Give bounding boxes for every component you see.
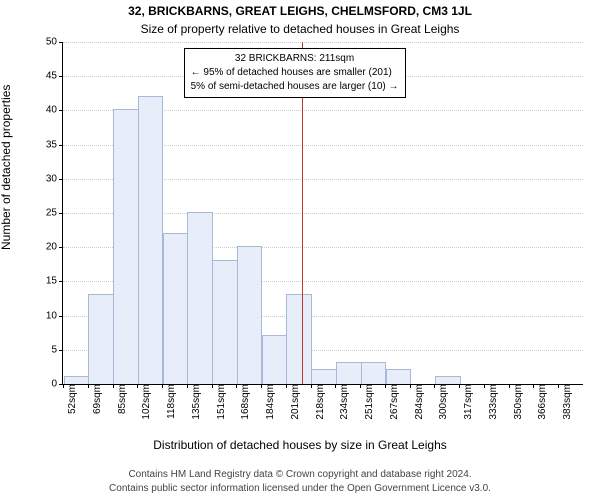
histogram-bar [386,369,412,384]
x-tick-label: 333sqm [488,384,499,420]
x-tick-label: 135sqm [191,384,202,420]
y-tick-label: 15 [46,276,57,287]
x-tick-mark [286,384,287,388]
y-tick-label: 45 [46,71,57,82]
x-axis-label: Distribution of detached houses by size … [0,438,600,452]
y-tick-label: 30 [46,173,57,184]
page-title-address: 32, BRICKBARNS, GREAT LEIGHS, CHELMSFORD… [0,4,600,18]
x-tick-mark [335,384,336,388]
x-tick-label: 218sqm [315,384,326,420]
histogram-bar [163,233,189,384]
y-tick-mark [59,247,63,248]
histogram-bar [237,246,263,384]
annotation-line-1: 32 BRICKBARNS: 211sqm [191,52,399,66]
y-tick-mark [59,213,63,214]
y-tick-mark [59,350,63,351]
x-tick-label: 52sqm [67,384,78,414]
x-tick-mark [187,384,188,388]
x-tick-mark [558,384,559,388]
y-axis-label: Number of detached properties [0,85,13,250]
x-tick-mark [385,384,386,388]
x-tick-label: 366sqm [537,384,548,420]
y-tick-label: 0 [51,379,57,390]
histogram-bar [187,212,213,384]
x-tick-label: 201sqm [290,384,301,420]
x-tick-label: 234sqm [339,384,350,420]
x-tick-mark [360,384,361,388]
annotation-box: 32 BRICKBARNS: 211sqm← 95% of detached h… [184,48,406,98]
x-tick-mark [434,384,435,388]
x-tick-label: 118sqm [166,384,177,419]
y-tick-label: 35 [46,139,57,150]
x-tick-mark [63,384,64,388]
histogram-plot-area: 0510152025303540455052sqm69sqm85sqm102sq… [62,42,583,385]
x-tick-label: 267sqm [389,384,400,420]
y-tick-mark [59,281,63,282]
histogram-bar [262,335,288,384]
chart-title: Size of property relative to detached ho… [0,22,600,36]
x-tick-mark [88,384,89,388]
x-tick-label: 350sqm [513,384,524,420]
y-tick-mark [59,110,63,111]
x-tick-mark [236,384,237,388]
x-tick-label: 102sqm [141,384,152,420]
histogram-bar [138,96,164,384]
x-tick-mark [410,384,411,388]
x-tick-mark [137,384,138,388]
x-tick-mark [533,384,534,388]
y-tick-mark [59,145,63,146]
x-tick-mark [311,384,312,388]
y-tick-label: 20 [46,242,57,253]
x-tick-mark [212,384,213,388]
y-tick-mark [59,179,63,180]
x-tick-label: 284sqm [414,384,425,420]
y-tick-mark [59,316,63,317]
footer-attribution: Contains HM Land Registry data © Crown c… [0,468,600,496]
histogram-bar [336,362,362,384]
y-tick-label: 5 [51,344,57,355]
x-tick-label: 168sqm [240,384,251,420]
y-tick-mark [59,76,63,77]
y-tick-label: 50 [46,37,57,48]
x-tick-label: 85sqm [117,384,128,414]
histogram-bar [311,369,337,384]
x-tick-mark [484,384,485,388]
x-tick-label: 383sqm [562,384,573,420]
x-tick-label: 69sqm [92,384,103,414]
histogram-bar [361,362,387,384]
histogram-bar [64,376,90,384]
x-tick-mark [509,384,510,388]
annotation-line-2: ← 95% of detached houses are smaller (20… [191,66,399,80]
footer-line-2: Contains public sector information licen… [109,483,491,494]
annotation-line-3: 5% of semi-detached houses are larger (1… [191,80,399,94]
histogram-bar [435,376,461,384]
histogram-bar [113,109,139,384]
x-tick-label: 251sqm [364,384,375,420]
x-tick-mark [261,384,262,388]
y-tick-mark [59,42,63,43]
x-tick-mark [459,384,460,388]
y-tick-label: 10 [46,310,57,321]
x-tick-label: 151sqm [216,384,227,420]
histogram-bar [286,294,312,384]
x-tick-label: 317sqm [463,384,474,420]
x-tick-mark [113,384,114,388]
x-tick-label: 184sqm [265,384,276,420]
histogram-bar [212,260,238,384]
footer-line-1: Contains HM Land Registry data © Crown c… [128,469,471,480]
x-tick-mark [162,384,163,388]
x-tick-label: 300sqm [438,384,449,420]
y-tick-label: 25 [46,208,57,219]
y-tick-label: 40 [46,105,57,116]
histogram-bar [88,294,114,384]
gridline-h [63,42,583,43]
